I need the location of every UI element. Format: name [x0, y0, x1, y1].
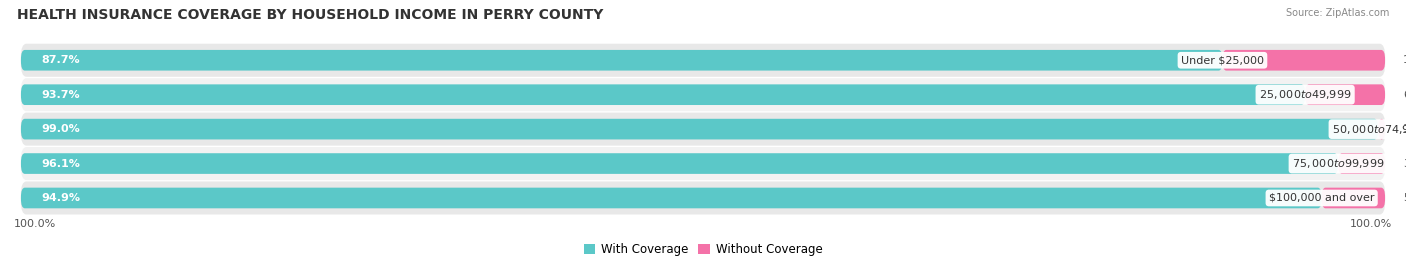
Text: 94.9%: 94.9%	[42, 193, 80, 203]
Text: 100.0%: 100.0%	[14, 219, 56, 229]
FancyBboxPatch shape	[21, 44, 1385, 77]
FancyBboxPatch shape	[21, 119, 1378, 139]
Text: 99.0%: 99.0%	[42, 124, 80, 134]
Text: 6.3%: 6.3%	[1403, 90, 1406, 100]
FancyBboxPatch shape	[1378, 119, 1385, 139]
Text: $50,000 to $74,999: $50,000 to $74,999	[1331, 123, 1406, 136]
Text: $75,000 to $99,999: $75,000 to $99,999	[1292, 157, 1385, 170]
FancyBboxPatch shape	[21, 78, 1385, 111]
FancyBboxPatch shape	[21, 153, 1339, 174]
FancyBboxPatch shape	[21, 113, 1385, 146]
Text: 87.7%: 87.7%	[42, 55, 80, 65]
Text: 1.0%: 1.0%	[1403, 124, 1406, 134]
Text: 5.1%: 5.1%	[1403, 193, 1406, 203]
FancyBboxPatch shape	[21, 182, 1385, 214]
Text: $100,000 and over: $100,000 and over	[1270, 193, 1375, 203]
FancyBboxPatch shape	[21, 84, 1305, 105]
FancyBboxPatch shape	[21, 188, 1322, 208]
Text: HEALTH INSURANCE COVERAGE BY HOUSEHOLD INCOME IN PERRY COUNTY: HEALTH INSURANCE COVERAGE BY HOUSEHOLD I…	[17, 8, 603, 22]
FancyBboxPatch shape	[21, 147, 1385, 180]
FancyBboxPatch shape	[21, 50, 1222, 70]
Text: Source: ZipAtlas.com: Source: ZipAtlas.com	[1285, 8, 1389, 18]
Text: 3.9%: 3.9%	[1403, 158, 1406, 169]
Text: 93.7%: 93.7%	[42, 90, 80, 100]
Text: Under $25,000: Under $25,000	[1181, 55, 1264, 65]
Text: 100.0%: 100.0%	[1350, 219, 1392, 229]
FancyBboxPatch shape	[1222, 50, 1385, 70]
Text: 96.1%: 96.1%	[42, 158, 80, 169]
Legend: With Coverage, Without Coverage: With Coverage, Without Coverage	[579, 239, 827, 261]
Text: $25,000 to $49,999: $25,000 to $49,999	[1258, 88, 1351, 101]
FancyBboxPatch shape	[1339, 153, 1385, 174]
Text: 12.3%: 12.3%	[1403, 55, 1406, 65]
FancyBboxPatch shape	[1305, 84, 1385, 105]
FancyBboxPatch shape	[1322, 188, 1385, 208]
